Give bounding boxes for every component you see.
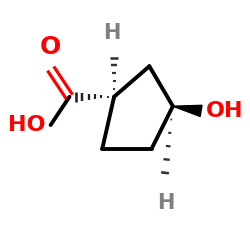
Text: HO: HO [8,115,46,135]
Text: OH: OH [206,101,243,121]
Text: H: H [103,23,120,43]
Text: H: H [157,193,174,213]
Text: O: O [40,35,61,59]
Polygon shape [173,105,202,117]
